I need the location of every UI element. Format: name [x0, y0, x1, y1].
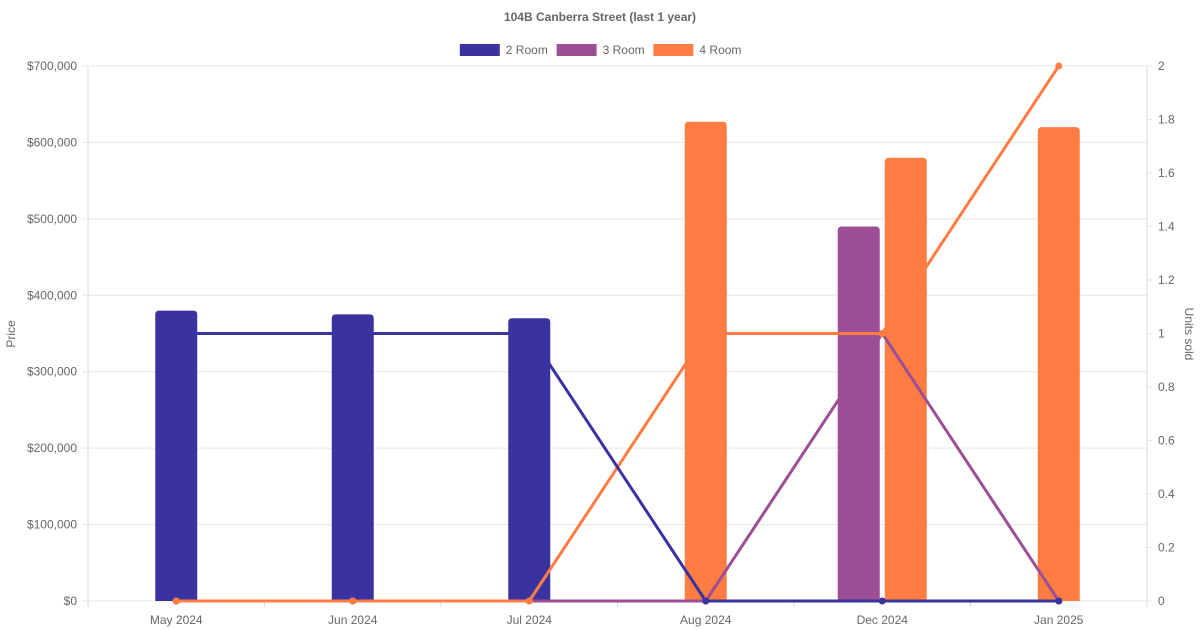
x-tick-label: Jan 2025 — [1034, 613, 1084, 627]
legend-label: 2 Room — [506, 43, 548, 57]
left-tick-label: $100,000 — [27, 518, 77, 532]
left-tick-label: $0 — [64, 594, 78, 608]
x-tick-label: Jun 2024 — [328, 613, 378, 627]
right-tick-label: 2 — [1158, 59, 1165, 73]
legend-swatch — [459, 44, 500, 56]
bar-3-room — [837, 226, 880, 601]
bar-2-room — [331, 314, 374, 601]
legend-item-4-room: 4 Room — [653, 43, 741, 57]
legend-swatch — [556, 44, 597, 56]
right-axis-ticks: 0 0.2 0.4 0.6 0.8 1 1.2 1.4 1.6 1.8 2 — [1147, 59, 1175, 608]
lines — [172, 62, 1063, 605]
bar-2-room — [155, 310, 198, 601]
point-2-room — [349, 330, 357, 337]
point-4-room — [172, 597, 180, 605]
right-tick-label: 1 — [1158, 327, 1165, 341]
legend-label: 4 Room — [699, 43, 741, 57]
legend-swatch — [653, 44, 694, 56]
right-tick-label: 1.6 — [1158, 166, 1175, 180]
left-tick-label: $700,000 — [27, 59, 77, 73]
left-axis-ticks: $0 $100,000 $200,000 $300,000 $400,000 $500,0… — [27, 59, 77, 608]
point-2-room — [172, 330, 180, 337]
bar-4-room — [1037, 127, 1080, 602]
chart-title: 104B Canberra Street (last 1 year) — [504, 10, 696, 24]
point-4-room — [349, 597, 357, 605]
x-tick-label: May 2024 — [150, 613, 203, 627]
point-4-room — [525, 597, 533, 605]
x-tick-label: Jul 2024 — [507, 613, 553, 627]
left-tick-label: $500,000 — [27, 212, 77, 226]
right-tick-label: 0.8 — [1158, 380, 1175, 394]
right-tick-label: 0.2 — [1158, 541, 1175, 555]
right-tick-label: 1.8 — [1158, 113, 1175, 127]
left-axis-title: Price — [4, 320, 18, 348]
left-tick-label: $300,000 — [27, 365, 77, 379]
x-tick-label: Aug 2024 — [680, 613, 732, 627]
right-tick-label: 0 — [1158, 594, 1165, 608]
left-tick-label: $200,000 — [27, 441, 77, 455]
x-tick-label: Dec 2024 — [857, 613, 909, 627]
left-tick-label: $400,000 — [27, 288, 77, 302]
right-tick-label: 1.2 — [1158, 273, 1175, 287]
right-tick-label: 1.4 — [1158, 220, 1175, 234]
right-axis-title: Units sold — [1182, 308, 1196, 361]
bar-4-room — [884, 157, 927, 601]
line-2-room — [176, 332, 1059, 603]
point-2-room — [702, 597, 710, 605]
bars — [155, 121, 1080, 602]
point-2-room — [525, 330, 533, 337]
legend-item-3-room: 3 Room — [556, 43, 645, 57]
point-4-room — [702, 330, 710, 337]
x-axis-ticks: May 2024 Jun 2024 Jul 2024 Aug 2024 Dec 2024… — [87, 601, 1084, 627]
point-2-room — [878, 597, 886, 605]
bar-2-room — [508, 318, 551, 601]
right-tick-label: 0.4 — [1158, 487, 1175, 501]
grid — [82, 65, 1148, 607]
left-tick-label: $600,000 — [27, 135, 77, 149]
point-4-room — [1055, 62, 1063, 70]
bar-4-room — [684, 121, 727, 602]
point-2-room — [1055, 597, 1063, 605]
legend-item-2-room: 2 Room — [459, 43, 548, 57]
legend-label: 3 Room — [603, 43, 645, 57]
right-tick-label: 0.6 — [1158, 434, 1175, 448]
point-4-room — [878, 330, 886, 337]
legend: 2 Room 3 Room 4 Room — [459, 43, 741, 57]
